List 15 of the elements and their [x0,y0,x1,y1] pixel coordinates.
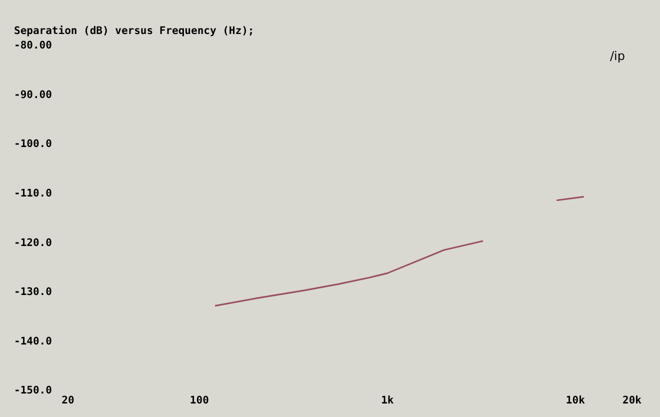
x-tick-label: 10k [566,394,586,407]
x-tick-label: 1k [381,394,394,407]
annotation: /ip [610,49,625,63]
y-tick-label: -90.00 [14,88,52,101]
y-tick-label: -110.0 [14,188,52,200]
y-tick-label: -100.0 [14,138,52,150]
chart-title: Separation (dB) versus Frequency (Hz); [14,25,254,37]
y-tick-label: -120.0 [14,236,52,249]
y-tick-label: -150.0 [14,384,52,397]
y-tick-label: -130.0 [14,286,52,298]
y-tick-label: -140.0 [14,335,52,348]
x-tick-label: 20k [622,394,642,407]
x-tick-label: 100 [190,394,209,407]
y-tick-label: -80.00 [14,40,52,52]
x-tick-label: 20 [62,394,74,407]
